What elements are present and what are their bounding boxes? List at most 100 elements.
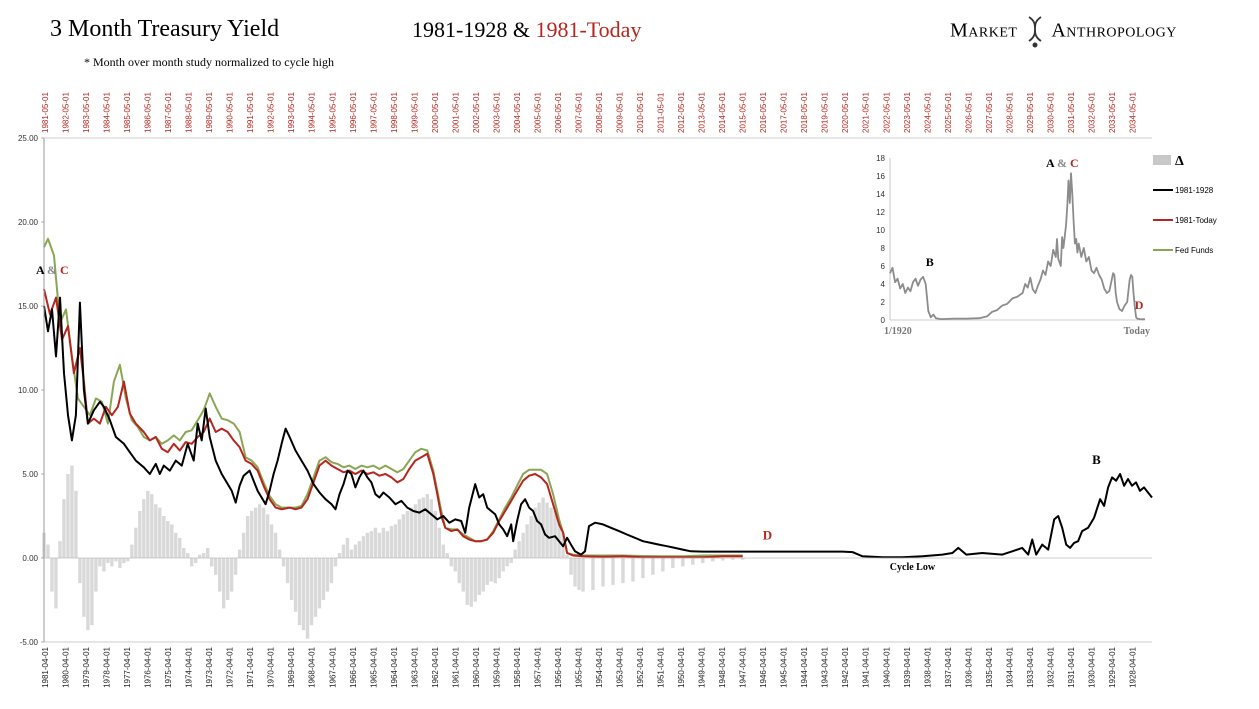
inset-y-tick-label: 16 — [876, 172, 885, 181]
top-tick-label: 2027-05-01 — [985, 92, 994, 133]
top-tick-label: 1987-05-01 — [164, 92, 173, 133]
delta-bar — [577, 558, 581, 590]
legend-label-fed-funds: Fed Funds — [1175, 246, 1213, 255]
delta-bar — [433, 510, 437, 558]
bottom-tick-label: 1969-04-01 — [287, 646, 296, 687]
delta-bar — [537, 502, 541, 558]
top-tick-label: 2000-05-01 — [431, 92, 440, 133]
inset-y-tick-label: 18 — [876, 154, 885, 163]
delta-bar — [337, 552, 342, 558]
inset-annotation-amp: & — [1057, 156, 1070, 170]
delta-bar — [377, 532, 382, 558]
top-tick-label: 2019-05-01 — [821, 92, 830, 133]
delta-bar — [611, 558, 615, 585]
bottom-tick-label: 1955-04-01 — [574, 646, 583, 687]
delta-bar — [509, 558, 513, 564]
delta-bar — [557, 521, 561, 558]
delta-bar — [66, 474, 70, 558]
delta-bar — [413, 504, 418, 558]
bottom-tick-label: 1956-04-01 — [554, 646, 563, 687]
delta-bar — [357, 541, 362, 558]
delta-bar — [393, 524, 398, 558]
delta-bar — [106, 558, 110, 564]
bottom-tick-label: 1952-04-01 — [636, 646, 645, 687]
delta-bar — [397, 519, 402, 558]
delta-bar — [641, 558, 645, 579]
bottom-tick-label: 1959-04-01 — [492, 646, 501, 687]
delta-bar — [229, 558, 234, 592]
top-tick-label: 2020-05-01 — [841, 92, 850, 133]
delta-bar — [701, 558, 705, 564]
annotation-b: B — [1092, 452, 1101, 467]
top-tick-label: 2009-05-01 — [616, 92, 625, 133]
delta-bar — [138, 510, 142, 558]
delta-bar — [289, 558, 294, 600]
delta-bar — [453, 558, 457, 572]
annotation-a: A — [36, 263, 47, 277]
delta-bar — [333, 558, 338, 567]
brand-word-right: Anthropology — [1051, 19, 1177, 42]
delta-bar — [521, 532, 525, 558]
inset-annotation-a-c: A & C — [1046, 156, 1079, 170]
annotation-d: D — [763, 528, 772, 543]
delta-bar — [114, 558, 118, 562]
delta-bar — [225, 558, 230, 600]
delta-bar — [369, 531, 374, 558]
brand-word-left: Market — [950, 19, 1018, 42]
inset-x-end-label: Today — [1124, 326, 1150, 337]
delta-bar — [241, 532, 246, 558]
delta-bar — [341, 544, 346, 558]
bottom-tick-label: 1976-04-01 — [144, 646, 153, 687]
delta-bar — [281, 558, 286, 567]
delta-bar — [206, 547, 210, 558]
top-tick-label: 2014-05-01 — [718, 92, 727, 133]
y-tick-label: 10.00 — [18, 386, 39, 395]
bottom-tick-label: 1961-04-01 — [451, 646, 460, 687]
top-tick-label: 1984-05-01 — [103, 92, 112, 133]
top-tick-label: 1981-05-01 — [41, 92, 50, 133]
inset-y-tick-label: 10 — [876, 226, 885, 235]
delta-bar — [150, 494, 154, 558]
bottom-tick-label: 1970-04-01 — [267, 646, 276, 687]
top-tick-label: 2013-05-01 — [698, 92, 707, 133]
delta-bar — [573, 558, 577, 587]
delta-bar — [329, 558, 334, 584]
top-tick-label: 2025-05-01 — [944, 92, 953, 133]
inset-annotation-c: C — [1070, 156, 1079, 170]
y-tick-label: 25.00 — [18, 134, 39, 143]
delta-bar — [409, 507, 414, 558]
delta-bar — [449, 558, 453, 567]
delta-bar — [301, 558, 306, 631]
delta-bar — [217, 558, 222, 592]
delta-bar — [210, 558, 214, 567]
delta-bar — [485, 558, 489, 585]
delta-bar — [198, 554, 202, 558]
y-tick-label: 20.00 — [18, 218, 39, 227]
top-tick-label: 2010-05-01 — [636, 92, 645, 133]
delta-bar — [525, 524, 529, 558]
top-tick-label: 2023-05-01 — [903, 92, 912, 133]
delta-bar — [58, 541, 62, 558]
top-tick-label: 1997-05-01 — [369, 92, 378, 133]
delta-bar — [473, 558, 477, 602]
delta-bar — [146, 490, 150, 558]
delta-bar — [417, 499, 422, 558]
legend-label-delta: Δ — [1175, 154, 1184, 169]
delta-bar — [166, 521, 170, 558]
delta-bar — [513, 549, 517, 558]
delta-bar — [349, 549, 354, 558]
bottom-tick-label: 1960-04-01 — [472, 646, 481, 687]
bottom-tick-label: 1948-04-01 — [718, 646, 727, 687]
delta-bar — [441, 544, 445, 558]
delta-bar — [265, 514, 270, 558]
delta-bar — [517, 541, 521, 558]
top-tick-label: 2011-05-01 — [657, 92, 666, 133]
delta-bar — [493, 558, 497, 584]
delta-bar — [731, 558, 735, 560]
bottom-tick-label: 1946-04-01 — [759, 646, 768, 687]
delta-bar — [122, 558, 126, 564]
delta-bar — [345, 537, 350, 558]
delta-bar — [401, 514, 406, 558]
bottom-tick-label: 1964-04-01 — [390, 646, 399, 687]
bottom-axis: 1981-04-01 1980-04-01 1979-04-01 1978-04-01… — [41, 646, 1137, 687]
